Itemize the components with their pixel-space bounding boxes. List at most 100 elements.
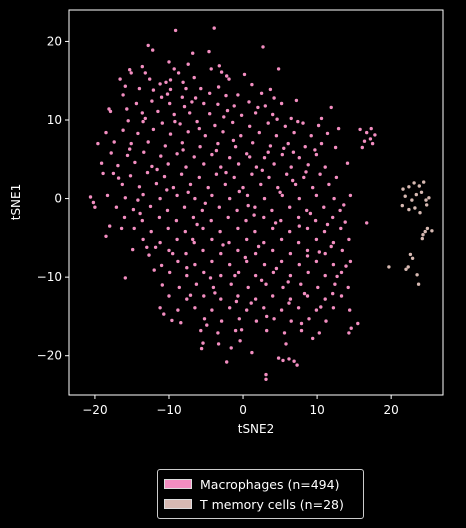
t-memory-point-16 [423,229,427,234]
macrophage-point-144 [302,175,306,180]
macrophage-point-200 [262,215,266,220]
macrophage-point-45 [168,101,172,106]
macrophage-point-418 [246,203,250,208]
macrophage-point-393 [265,314,269,319]
macrophage-point-362 [128,147,132,151]
macrophage-point-416 [287,301,291,305]
macrophage-point-249 [228,262,232,267]
macrophage-point-216 [305,226,310,231]
macrophage-point-374 [266,150,270,154]
macrophage-point-71 [231,120,235,125]
macrophage-point-52 [279,101,284,106]
macrophage-point-15 [176,71,181,75]
macrophage-point-433 [225,360,229,364]
macrophage-point-275 [264,282,268,286]
y-tick-label: 0 [54,192,62,206]
macrophage-point-356 [274,266,279,271]
macrophage-point-288 [288,297,293,301]
macrophage-point-172 [280,193,284,198]
macrophage-point-186 [253,205,257,209]
macrophage-point-235 [167,248,171,253]
macrophage-point-220 [141,237,145,242]
macrophage-point-194 [157,215,162,220]
macrophage-point-51 [263,104,267,108]
macrophage-point-222 [175,237,179,242]
macrophage-point-352 [302,291,307,296]
macrophage-point-13 [129,71,133,75]
macrophage-point-162 [105,193,110,198]
macrophage-point-271 [194,282,199,286]
macrophage-point-207 [149,229,153,234]
macrophage-point-3 [146,43,150,48]
macrophage-point-60 [222,115,226,119]
macrophage-point-367 [294,98,299,103]
macrophage-point-8 [217,64,221,68]
macrophage-point-260 [219,273,223,278]
macrophage-point-26 [137,86,142,91]
macrophage-point-429 [365,221,369,225]
macrophage-point-173 [297,196,301,201]
macrophage-point-407 [173,119,177,124]
macrophage-point-44 [150,99,154,103]
macrophage-point-195 [174,218,179,223]
macrophage-point-151 [188,182,193,187]
macrophage-point-414 [304,170,308,174]
t-memory-point-10 [407,207,411,212]
macrophage-point-401 [282,146,286,150]
macrophage-point-322 [201,341,205,345]
data-points [88,26,434,381]
macrophage-point-347 [152,268,156,272]
macrophage-point-128 [254,165,259,169]
macrophage-point-378 [197,126,201,131]
macrophage-point-201 [279,218,283,223]
macrophage-point-84 [221,130,225,134]
macrophage-point-358 [181,148,185,152]
macrophage-point-50 [247,100,251,104]
macrophage-point-304 [170,318,174,323]
legend-swatch-macrophages [164,479,192,489]
macrophage-point-293 [176,308,180,312]
macrophage-point-160 [88,195,93,199]
macrophage-point-234 [153,245,158,249]
macrophage-point-411 [208,276,213,280]
macrophage-point-87 [274,134,279,138]
macrophage-point-257 [168,270,172,275]
macrophage-point-167 [193,196,197,201]
macrophage-point-132 [323,165,327,169]
macrophage-point-388 [131,247,135,252]
macrophage-point-181 [165,208,170,213]
macrophage-point-431 [101,171,105,176]
macrophage-point-152 [206,185,210,190]
macrophage-point-57 [172,112,176,117]
macrophage-point-276 [281,285,285,290]
macrophage-point-11 [209,67,213,71]
macrophage-point-259 [202,270,206,275]
macrophage-point-98 [216,141,220,146]
macrophage-point-228 [279,237,284,242]
macrophage-point-309 [272,317,276,321]
macrophage-point-63 [271,112,275,117]
y-tick-label: −10 [37,270,62,284]
macrophage-point-325 [281,358,285,363]
macrophage-point-320 [347,331,351,335]
macrophage-point-221 [158,240,162,245]
macrophage-point-405 [191,237,195,242]
macrophage-point-291 [339,294,344,298]
macrophage-point-321 [349,326,353,330]
macrophage-point-308 [254,319,259,323]
macrophage-point-93 [129,141,133,146]
macrophage-point-169 [228,196,232,201]
macrophage-point-406 [273,221,278,225]
macrophage-point-187 [270,208,274,213]
t-memory-point-25 [415,273,419,277]
macrophage-point-94 [146,140,150,144]
macrophage-point-189 [305,208,309,213]
macrophage-point-223 [192,240,196,245]
macrophage-point-188 [288,205,292,209]
x-tick-label: −10 [156,403,181,417]
macrophage-point-137 [179,172,184,176]
x-tick-label: 10 [309,403,324,417]
macrophage-point-350 [136,198,140,202]
macrophage-point-4 [151,48,155,52]
t-memory-point-14 [413,206,417,210]
